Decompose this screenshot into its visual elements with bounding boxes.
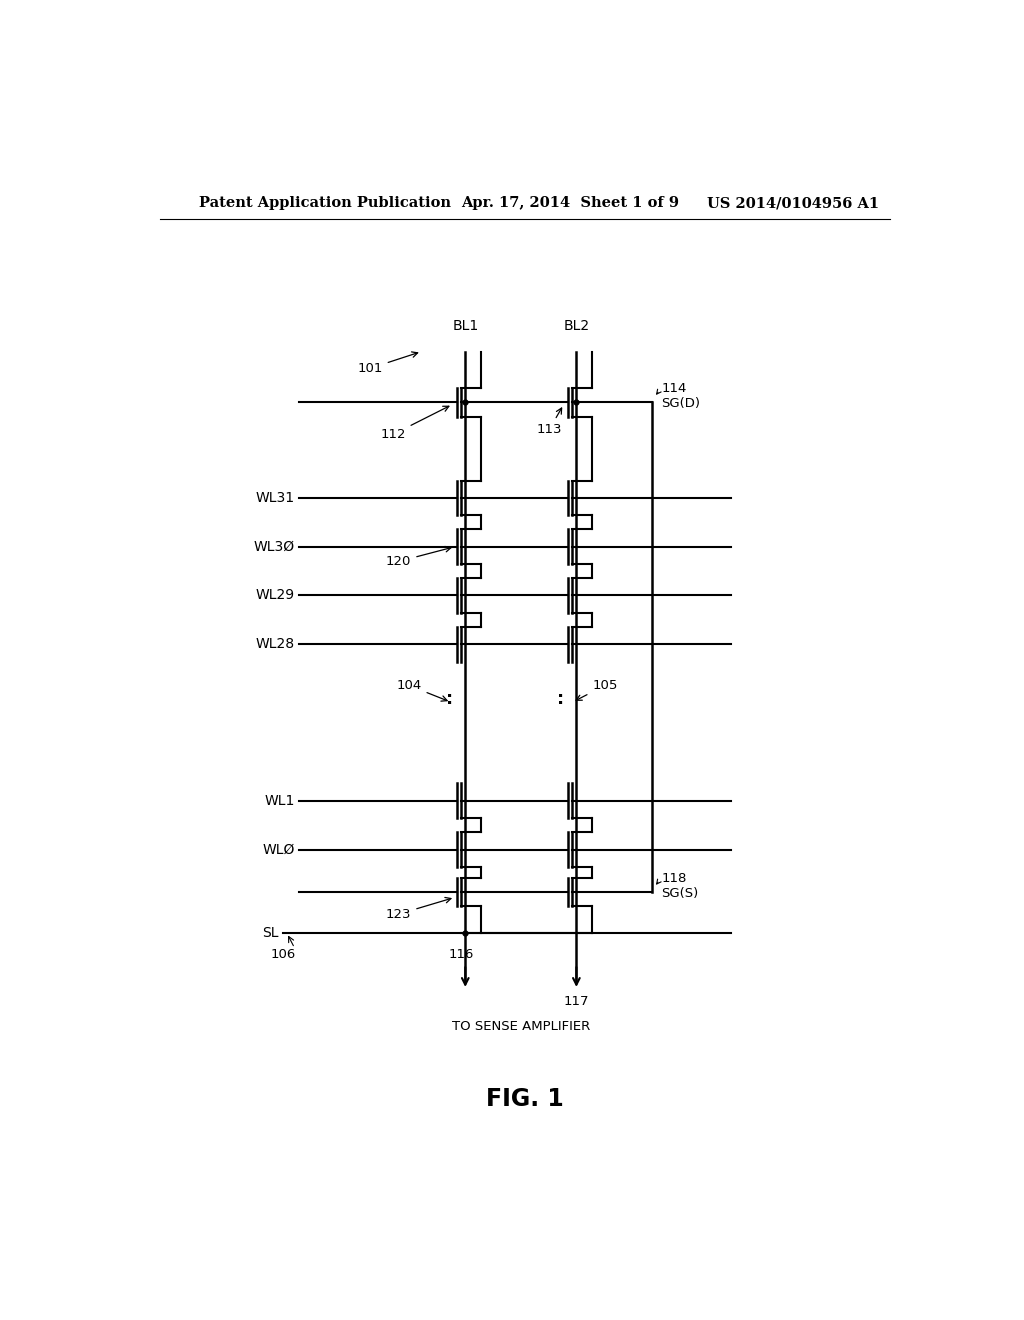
- Text: WL29: WL29: [256, 589, 295, 602]
- Text: US 2014/0104956 A1: US 2014/0104956 A1: [708, 197, 880, 210]
- Text: WL3Ø: WL3Ø: [254, 540, 295, 553]
- Text: WLØ: WLØ: [262, 842, 295, 857]
- Text: 123: 123: [386, 898, 451, 920]
- Text: 114: 114: [662, 383, 687, 395]
- Text: SG(S): SG(S): [662, 887, 698, 900]
- Text: 104: 104: [396, 678, 447, 701]
- Text: BL2: BL2: [563, 319, 590, 333]
- Text: :: :: [445, 690, 453, 708]
- Text: 120: 120: [386, 546, 451, 568]
- Text: 113: 113: [537, 408, 562, 436]
- Text: WL1: WL1: [264, 793, 295, 808]
- Text: 116: 116: [449, 948, 474, 961]
- Text: Apr. 17, 2014  Sheet 1 of 9: Apr. 17, 2014 Sheet 1 of 9: [461, 197, 679, 210]
- Text: 105: 105: [577, 678, 617, 701]
- Text: Patent Application Publication: Patent Application Publication: [200, 197, 452, 210]
- Text: SG(D): SG(D): [662, 397, 700, 411]
- Text: FIG. 1: FIG. 1: [486, 1086, 563, 1110]
- Text: :: :: [557, 690, 564, 708]
- Text: BL1: BL1: [453, 319, 478, 333]
- Text: WL28: WL28: [256, 638, 295, 651]
- Text: WL31: WL31: [256, 491, 295, 504]
- Text: 118: 118: [662, 873, 687, 886]
- Text: SL: SL: [262, 925, 279, 940]
- Text: 112: 112: [380, 407, 449, 441]
- Text: 101: 101: [357, 352, 418, 375]
- Text: 106: 106: [270, 948, 295, 961]
- Text: 117: 117: [563, 995, 589, 1008]
- Text: TO SENSE AMPLIFIER: TO SENSE AMPLIFIER: [452, 1020, 590, 1034]
